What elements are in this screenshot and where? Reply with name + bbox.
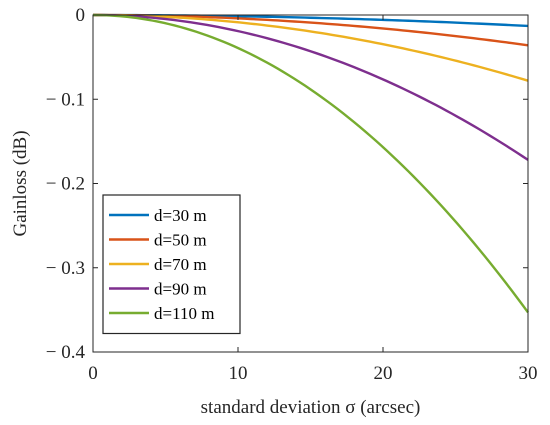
x-tick-label: 30 (519, 363, 538, 384)
y-tick-label: 0 (76, 5, 86, 26)
y-tick-label: − 0.2 (46, 174, 85, 195)
legend-label: d=50 m (154, 231, 207, 250)
x-tick-label: 10 (229, 363, 248, 384)
x-axis-title: standard deviation σ (arcsec) (201, 397, 421, 418)
y-axis-title: Gainloss (dB) (10, 130, 31, 236)
legend-label: d=70 m (154, 255, 207, 274)
legend-label: d=30 m (154, 206, 207, 225)
y-tick-label: − 0.4 (46, 342, 86, 363)
tick-layer: 0 10 20 30 0 − 0.1 − 0.2 − 0.3 − 0.4 (46, 5, 538, 384)
y-tick-label: − 0.3 (46, 258, 85, 279)
x-tick-label: 0 (88, 363, 98, 384)
x-tick-label: 20 (374, 363, 393, 384)
series-line-3 (92, 13, 529, 82)
series-line-5 (92, 13, 529, 314)
legend-label: d=90 m (154, 280, 207, 299)
y-tick-label: − 0.1 (46, 89, 85, 110)
legend: d=30 m d=50 m d=70 m d=90 m d=110 m (102, 194, 241, 335)
legend-label: d=110 m (154, 304, 214, 323)
series-line-4 (92, 13, 529, 161)
